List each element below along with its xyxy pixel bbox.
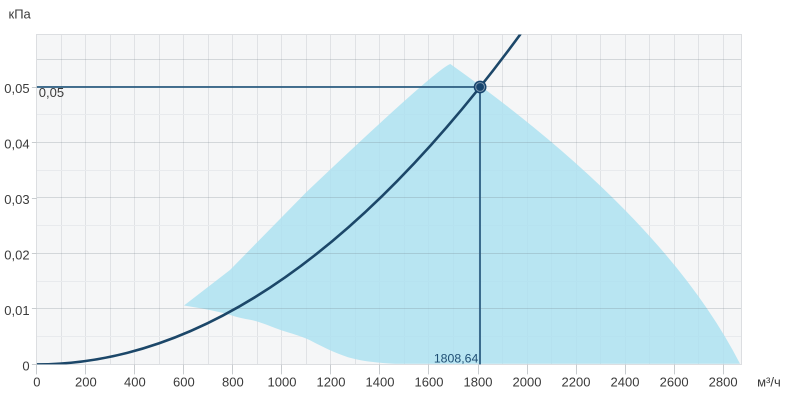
svg-text:2400: 2400 [611, 374, 640, 389]
svg-text:1800: 1800 [464, 374, 493, 389]
svg-text:0,05: 0,05 [4, 81, 29, 96]
svg-text:0: 0 [33, 374, 40, 389]
svg-text:2000: 2000 [513, 374, 542, 389]
svg-text:200: 200 [75, 374, 97, 389]
svg-text:кПа: кПа [9, 6, 32, 21]
svg-text:1400: 1400 [366, 374, 395, 389]
svg-text:800: 800 [222, 374, 244, 389]
svg-text:1200: 1200 [317, 374, 346, 389]
svg-text:м³/ч: м³/ч [757, 374, 781, 389]
svg-text:0,03: 0,03 [4, 192, 29, 207]
svg-text:2600: 2600 [660, 374, 689, 389]
svg-text:0,04: 0,04 [4, 137, 29, 152]
svg-text:0,05: 0,05 [39, 85, 64, 100]
svg-text:2800: 2800 [709, 374, 738, 389]
svg-text:2200: 2200 [562, 374, 591, 389]
svg-text:1000: 1000 [268, 374, 297, 389]
svg-text:0,02: 0,02 [4, 247, 29, 262]
svg-text:1808,64: 1808,64 [434, 351, 479, 365]
svg-text:400: 400 [124, 374, 146, 389]
svg-text:600: 600 [173, 374, 195, 389]
svg-text:0,01: 0,01 [4, 303, 29, 318]
svg-text:1600: 1600 [415, 374, 444, 389]
svg-text:0: 0 [22, 358, 29, 373]
